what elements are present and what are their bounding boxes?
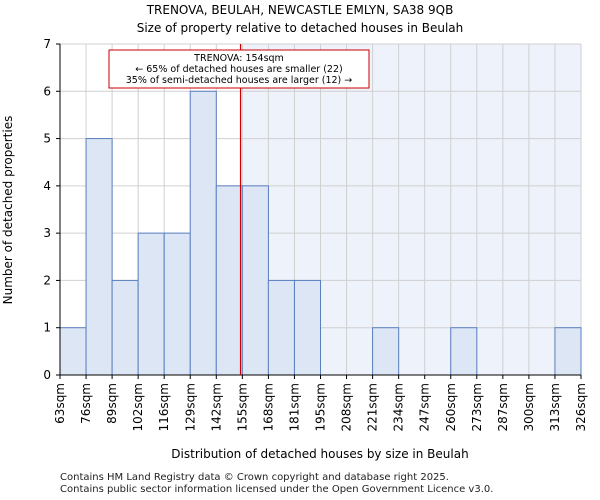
bar: [111, 279, 139, 376]
bar: [372, 327, 400, 376]
x-tick-label: 155sqm: [235, 383, 249, 431]
chart-subtitle: Size of property relative to detached ho…: [137, 21, 464, 35]
x-tick-label: 273sqm: [470, 383, 484, 431]
y-tick-label: 2: [43, 273, 51, 287]
x-tick-label: 208sqm: [340, 383, 354, 431]
x-tick-label: 63sqm: [53, 383, 67, 424]
x-tick-label: 76sqm: [79, 383, 93, 424]
annotation-line-3: 35% of semi-detached houses are larger (…: [126, 75, 353, 86]
annotation-line-2: ← 65% of detached houses are smaller (22…: [135, 64, 342, 75]
bar: [267, 279, 295, 376]
y-tick-label: 0: [43, 368, 51, 382]
y-tick-label: 1: [43, 321, 51, 335]
footer-line-2: Contains public sector information licen…: [60, 484, 494, 495]
x-tick-label: 116sqm: [157, 383, 171, 431]
x-tick-label: 247sqm: [418, 383, 432, 431]
plot-area: 0 1 2 3 4 5 6 7 63sqm 76sqm 89sqm 102sqm 116sqm 129sq…: [43, 37, 588, 431]
x-tick-label: 102sqm: [131, 383, 145, 431]
bar: [137, 232, 165, 376]
x-tick-label: 129sqm: [183, 383, 197, 431]
x-tick-label: 234sqm: [392, 383, 406, 431]
x-tick-label: 313sqm: [548, 383, 562, 431]
bar: [85, 138, 113, 376]
y-tick-label: 3: [43, 226, 51, 240]
bar: [189, 90, 217, 376]
x-tick-label: 221sqm: [366, 383, 380, 431]
chart-title: TRENOVA, BEULAH, NEWCASTLE EMLYN, SA38 9…: [146, 3, 454, 17]
x-tick-label: 260sqm: [444, 383, 458, 431]
x-tick-label: 326sqm: [574, 383, 588, 431]
bar: [163, 232, 191, 376]
x-tick-label: 195sqm: [314, 383, 328, 431]
annotation-box: [108, 49, 370, 89]
bar: [215, 185, 243, 376]
y-tick-label: 6: [43, 84, 51, 98]
x-tick-label: 142sqm: [209, 383, 223, 431]
x-tick-label: 168sqm: [261, 383, 275, 431]
x-tick-label: 181sqm: [287, 383, 301, 431]
x-axis-label: Distribution of detached houses by size …: [171, 447, 468, 461]
annotation-line-1: TRENOVA: 154sqm: [193, 53, 284, 64]
x-tick-label: 300sqm: [522, 383, 536, 431]
bar: [450, 327, 478, 376]
y-tick-label: 5: [43, 132, 51, 146]
bar: [293, 279, 322, 376]
bar: [59, 327, 87, 376]
y-axis-label: Number of detached properties: [1, 116, 15, 305]
bar: [241, 185, 269, 376]
footer-line-1: Contains HM Land Registry data © Crown c…: [60, 472, 449, 483]
y-tick-label: 4: [43, 179, 51, 193]
x-tick-label: 89sqm: [105, 383, 119, 424]
x-tick-label: 287sqm: [496, 383, 510, 431]
y-tick-label: 7: [43, 37, 51, 51]
bar: [554, 327, 582, 376]
